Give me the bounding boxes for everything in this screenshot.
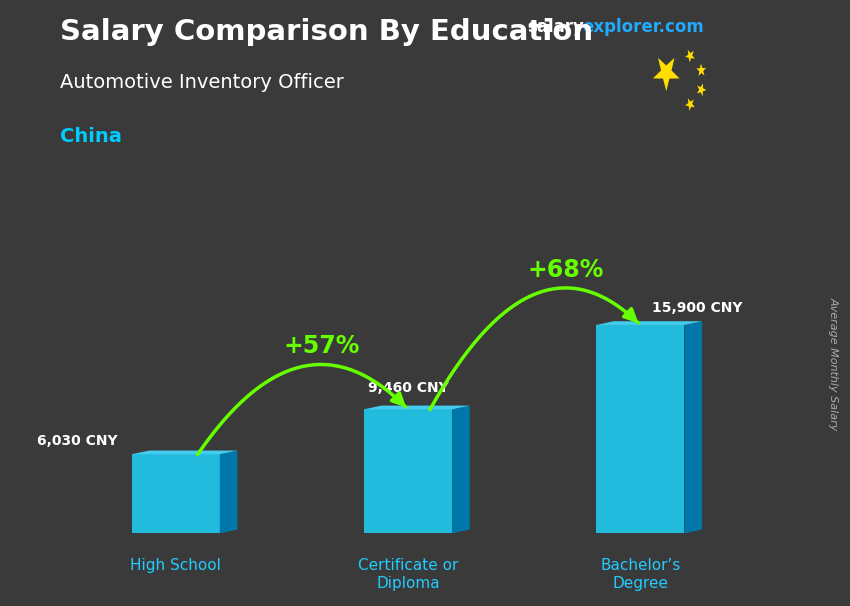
Polygon shape (685, 98, 694, 111)
Text: +57%: +57% (283, 335, 360, 358)
Polygon shape (596, 325, 684, 533)
Text: 6,030 CNY: 6,030 CNY (37, 434, 117, 448)
Polygon shape (132, 454, 220, 533)
Text: Certificate or
Diploma: Certificate or Diploma (358, 558, 458, 591)
Text: 9,460 CNY: 9,460 CNY (367, 381, 448, 395)
Text: Bachelor’s
Degree: Bachelor’s Degree (600, 558, 681, 591)
Text: Average Monthly Salary: Average Monthly Salary (829, 297, 839, 430)
Polygon shape (132, 450, 237, 454)
Text: explorer.com: explorer.com (582, 18, 704, 36)
Polygon shape (684, 321, 702, 533)
Text: +68%: +68% (527, 258, 604, 282)
Polygon shape (653, 58, 679, 91)
Polygon shape (696, 64, 706, 76)
Text: China: China (60, 127, 122, 146)
Text: Salary Comparison By Education: Salary Comparison By Education (60, 18, 592, 46)
Polygon shape (596, 321, 702, 325)
Text: 15,900 CNY: 15,900 CNY (652, 301, 742, 315)
Polygon shape (697, 83, 706, 96)
Text: Automotive Inventory Officer: Automotive Inventory Officer (60, 73, 343, 92)
Text: salary: salary (527, 18, 584, 36)
Text: High School: High School (130, 558, 221, 573)
Polygon shape (364, 405, 470, 409)
Polygon shape (452, 405, 470, 533)
Polygon shape (685, 50, 694, 62)
Polygon shape (220, 450, 237, 533)
Polygon shape (364, 409, 452, 533)
